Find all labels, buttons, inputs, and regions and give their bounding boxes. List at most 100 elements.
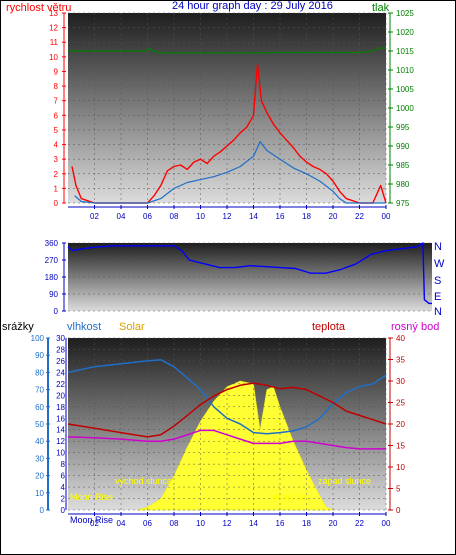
temp-x-tick-label: 02 <box>90 519 99 528</box>
temp-x-tick-label: 08 <box>170 519 179 528</box>
wind-y-tick-label: 5 <box>54 126 59 135</box>
temp-x-tick-label: 04 <box>117 519 126 528</box>
wind-x-tick-label: 16 <box>276 212 285 221</box>
wind-y-tick-label: 8 <box>54 82 59 91</box>
pressure-y-tick-label: 975 <box>396 199 410 208</box>
wind-x-tick-label: 20 <box>329 212 338 221</box>
humidity-y-tick-label: 24 <box>56 368 65 377</box>
compass-n-bottom: N <box>434 306 442 318</box>
wind-y-tick-label: 0 <box>54 199 59 208</box>
humidity-y-tick-label: 16 <box>56 414 65 423</box>
temp-x-tick-label: 06 <box>143 519 152 528</box>
pressure-y-tick-label: 1015 <box>396 47 414 56</box>
rain-y-tick-label: 70 <box>35 386 44 395</box>
temp-x-tick-label: 12 <box>223 519 232 528</box>
humidity-y-tick-label: 30 <box>56 334 65 343</box>
pressure-y-tick-label: 1025 <box>396 9 414 18</box>
pressure-y-tick-label: 1005 <box>396 85 414 94</box>
wind-y-tick-label: 3 <box>54 155 59 164</box>
humidity-y-tick-label: 28 <box>56 345 65 354</box>
rain-axis-label: srážky <box>2 321 34 333</box>
temp-x-tick-label: 16 <box>276 519 285 528</box>
sunset-label: západ slunce <box>318 476 371 486</box>
humidity-y-tick-label: 22 <box>56 380 65 389</box>
humidity-line <box>67 359 387 435</box>
temperature-y-tick-label: 0 <box>396 506 401 515</box>
temperature-y-tick-label: 15 <box>396 442 405 451</box>
direction-y-tick-label: 90 <box>49 290 58 299</box>
wind-y-tick-label: 10 <box>49 53 58 62</box>
humidity-y-tick-label: 18 <box>56 403 65 412</box>
moonset-label: Moon Set <box>270 492 309 502</box>
temperature-y-tick-label: 35 <box>396 356 405 365</box>
rain-y-tick-label: 20 <box>35 472 44 481</box>
wind-x-tick-label: 02 <box>90 212 99 221</box>
pressure-y-tick-label: 990 <box>396 142 410 151</box>
wind-y-tick-label: 13 <box>49 9 58 18</box>
wind-axis-label: rychlost větru <box>6 2 71 14</box>
solar-radiation-area <box>136 380 334 511</box>
wind-x-tick-label: 14 <box>249 212 258 221</box>
wind-gust-line <box>74 141 386 204</box>
wind-y-tick-label: 1 <box>54 184 59 193</box>
wind-x-tick-label: 10 <box>196 212 205 221</box>
rain-y-tick-label: 80 <box>35 368 44 377</box>
compass-n-top: N <box>434 241 442 253</box>
wind-direction-line <box>67 242 432 305</box>
temperature-y-tick-label: 25 <box>396 399 405 408</box>
pressure-y-tick-label: 1020 <box>396 28 414 37</box>
moonrise-axis-label: Moon Rise <box>70 515 113 525</box>
wind-y-tick-label: 4 <box>54 141 59 150</box>
temperature-y-tick-label: 10 <box>396 463 405 472</box>
humidity-y-tick-label: 2 <box>61 495 66 504</box>
wind-x-tick-label: 04 <box>117 212 126 221</box>
humidity-axis-label: vlhkost <box>67 321 101 333</box>
wind-x-tick-label: 22 <box>355 212 364 221</box>
direction-y-tick-label: 360 <box>45 239 59 248</box>
rain-y-tick-label: 50 <box>35 420 44 429</box>
pressure-y-tick-label: 1010 <box>396 66 414 75</box>
rain-y-tick-label: 30 <box>35 454 44 463</box>
dewpoint-axis-label: rosný bod <box>391 321 439 333</box>
pressure-y-tick-label: 980 <box>396 180 410 189</box>
rain-y-tick-label: 40 <box>35 437 44 446</box>
wind-x-tick-label: 06 <box>143 212 152 221</box>
humidity-y-tick-label: 6 <box>61 472 66 481</box>
pressure-y-tick-label: 1000 <box>396 104 414 113</box>
pressure-line <box>68 47 386 54</box>
humidity-y-tick-label: 14 <box>56 426 65 435</box>
temperature-y-tick-label: 20 <box>396 420 405 429</box>
pressure-y-tick-label: 995 <box>396 123 410 132</box>
rain-y-tick-label: 100 <box>31 334 45 343</box>
temperature-y-tick-label: 30 <box>396 377 405 386</box>
compass-s: S <box>434 275 441 287</box>
wind-x-tick-label: 00 <box>382 212 391 221</box>
compass-e: E <box>434 291 441 303</box>
humidity-y-tick-label: 10 <box>56 449 65 458</box>
temperature-axis-label: teplota <box>312 321 346 333</box>
pressure-y-tick-label: 985 <box>396 161 410 170</box>
wind-y-tick-label: 7 <box>54 97 59 106</box>
rain-y-tick-label: 60 <box>35 403 44 412</box>
temperature-line <box>67 382 387 438</box>
temp-x-tick-label: 20 <box>329 519 338 528</box>
direction-y-tick-label: 180 <box>45 273 59 282</box>
direction-y-tick-label: 270 <box>45 256 59 265</box>
humidity-y-tick-label: 8 <box>61 460 66 469</box>
wind-x-tick-label: 12 <box>223 212 232 221</box>
wind-y-tick-label: 9 <box>54 67 59 76</box>
temp-x-tick-label: 22 <box>355 519 364 528</box>
wind-y-tick-label: 2 <box>54 170 59 179</box>
wind-y-tick-label: 6 <box>54 111 59 120</box>
temp-x-tick-label: 14 <box>249 519 258 528</box>
rain-y-tick-label: 10 <box>35 489 44 498</box>
humidity-y-tick-label: 4 <box>61 483 66 492</box>
humidity-y-tick-label: 12 <box>56 437 65 446</box>
direction-y-tick-label: 0 <box>54 307 59 316</box>
temp-x-tick-label: 18 <box>302 519 311 528</box>
rain-y-tick-label: 90 <box>35 351 44 360</box>
wind-y-tick-label: 12 <box>49 24 58 33</box>
rain-y-tick-label: 0 <box>40 506 45 515</box>
moonrise-label: Moon Rise <box>70 492 113 502</box>
